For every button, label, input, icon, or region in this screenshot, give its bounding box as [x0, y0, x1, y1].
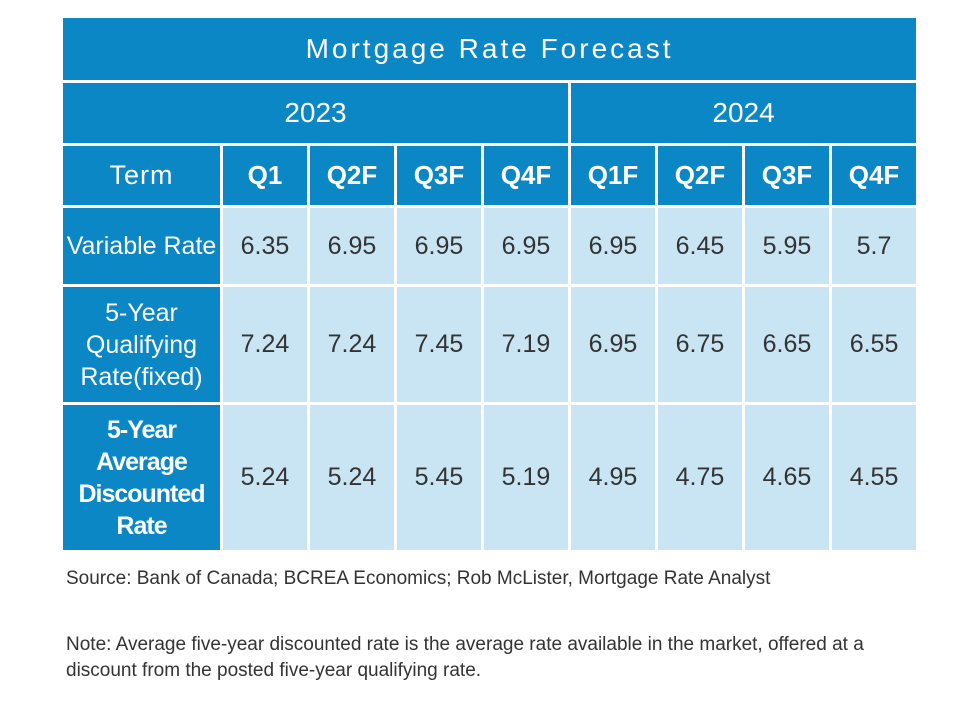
- table-cell: 6.35: [223, 208, 307, 284]
- table-cell: 6.95: [397, 208, 481, 284]
- rate-forecast-table-container: Mortgage Rate Forecast 2023 2024 Term Q1…: [63, 18, 917, 553]
- source-footnote: Source: Bank of Canada; BCREA Economics;…: [66, 568, 771, 589]
- table-cell: 5.24: [310, 405, 394, 550]
- table-cell: 5.45: [397, 405, 481, 550]
- table-title: Mortgage Rate Forecast: [63, 18, 917, 80]
- table-cell: 4.55: [832, 405, 917, 550]
- table-cell: 7.24: [310, 287, 394, 402]
- quarter-header: Q3F: [397, 146, 481, 205]
- row-label-variable-rate: Variable Rate: [63, 208, 220, 284]
- year-header-2023: 2023: [63, 83, 568, 143]
- table-cell: 7.24: [223, 287, 307, 402]
- quarter-header: Q1: [223, 146, 307, 205]
- note-footnote: Note: Average five-year discounted rate …: [66, 634, 864, 681]
- row-label-discounted-rate: 5-Year Average Discounted Rate: [63, 405, 220, 550]
- table-row: Variable Rate 6.35 6.95 6.95 6.95 6.95 6…: [63, 208, 917, 284]
- quarter-header: Q3F: [745, 146, 829, 205]
- table-cell: 6.55: [832, 287, 917, 402]
- rate-forecast-table: Mortgage Rate Forecast 2023 2024 Term Q1…: [60, 15, 919, 553]
- quarter-header: Q4F: [484, 146, 568, 205]
- table-cell: 6.95: [310, 208, 394, 284]
- table-cell: 6.75: [658, 287, 742, 402]
- table-cell: 5.7: [832, 208, 917, 284]
- table-cell: 5.24: [223, 405, 307, 550]
- row-label-qualifying-rate: 5-Year Qualifying Rate(fixed): [63, 287, 220, 402]
- table-cell: 5.95: [745, 208, 829, 284]
- quarter-header: Q4F: [832, 146, 917, 205]
- table-cell: 6.95: [484, 208, 568, 284]
- table-cell: 6.95: [571, 208, 655, 284]
- table-cell: 4.95: [571, 405, 655, 550]
- table-cell: 6.65: [745, 287, 829, 402]
- quarter-header: Q2F: [658, 146, 742, 205]
- table-row: 5-Year Qualifying Rate(fixed) 7.24 7.24 …: [63, 287, 917, 402]
- table-row: 5-Year Average Discounted Rate 5.24 5.24…: [63, 405, 917, 550]
- table-cell: 4.75: [658, 405, 742, 550]
- table-cell: 6.95: [571, 287, 655, 402]
- year-header-2024: 2024: [571, 83, 917, 143]
- table-cell: 5.19: [484, 405, 568, 550]
- term-column-header: Term: [63, 146, 220, 205]
- quarter-header: Q1F: [571, 146, 655, 205]
- quarter-header: Q2F: [310, 146, 394, 205]
- table-cell: 6.45: [658, 208, 742, 284]
- table-cell: 4.65: [745, 405, 829, 550]
- table-cell: 7.19: [484, 287, 568, 402]
- table-cell: 7.45: [397, 287, 481, 402]
